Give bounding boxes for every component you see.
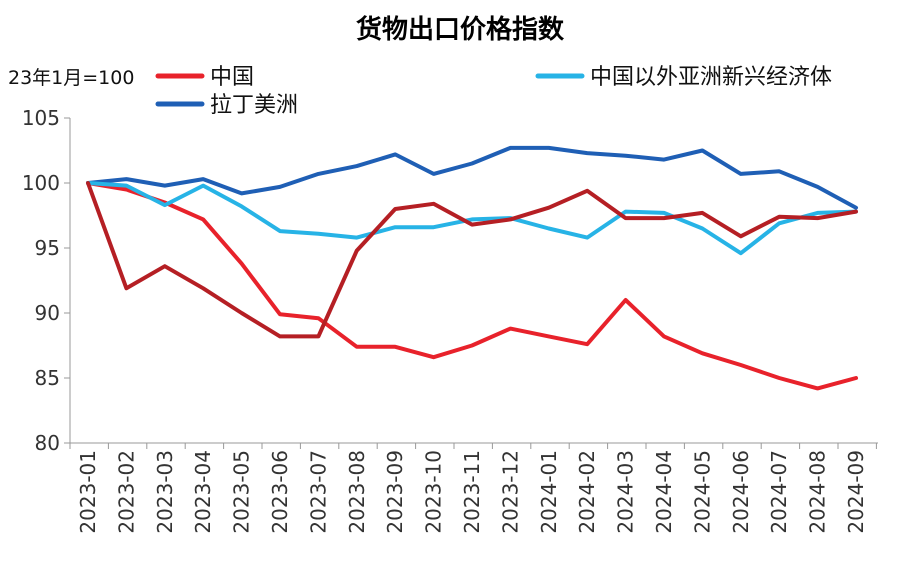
x-tick-label: 2023-03 [153,450,177,534]
legend-label-0: 中国 [210,65,254,90]
legend-label-1: 拉丁美洲 [210,93,298,118]
y-tick-label: 90 [35,301,60,325]
x-tick-label: 2023-10 [422,450,446,534]
y-tick-label: 85 [35,366,60,390]
x-tick-label: 2023-12 [498,450,522,534]
y-tick-label: 80 [35,431,60,455]
y-tick-label: 105 [22,106,60,130]
x-tick-label: 2023-09 [383,450,407,534]
series-lines [86,145,858,391]
x-tick-label: 2023-06 [268,450,292,534]
x-tick-label: 2023-05 [230,450,254,534]
x-tick-label: 2023-11 [460,450,484,534]
x-tick-label: 2024-05 [690,450,714,534]
x-tick-label: 2024-01 [537,450,561,534]
x-tick-label: 2024-06 [729,450,753,534]
x-tick-label: 2023-02 [114,450,138,534]
series-line-2 [86,181,858,256]
x-tick-label: 2024-09 [844,450,868,534]
x-tick-label: 2024-02 [575,450,599,534]
y-axis: 80 85 90 95 100 105 [22,106,71,455]
series-line-1 [86,145,858,210]
x-axis: 2023-01 2023-02 2023-03 2023-04 2023-05 2023-… [69,442,878,534]
series-line-3 [86,181,858,339]
series-line-0 [86,181,858,391]
x-tick-label: 2024-04 [652,450,676,534]
legend-label-2: 中国以外亚洲新兴经济体 [590,65,832,90]
x-tick-label: 2023-08 [345,450,369,534]
x-tick-label: 2024-03 [614,450,638,534]
x-tick-label: 2023-07 [306,450,330,534]
x-tick-label: 2024-08 [806,450,830,534]
x-tick-label: 2024-07 [767,450,791,534]
x-tick-label: 2023-04 [191,450,215,534]
base-note: 23年1月=100 [8,67,134,89]
y-tick-label: 100 [22,171,60,195]
x-tick-label: 2023-01 [76,450,100,534]
y-tick-label: 95 [35,236,60,260]
chart-title: 货物出口价格指数 [356,14,565,45]
